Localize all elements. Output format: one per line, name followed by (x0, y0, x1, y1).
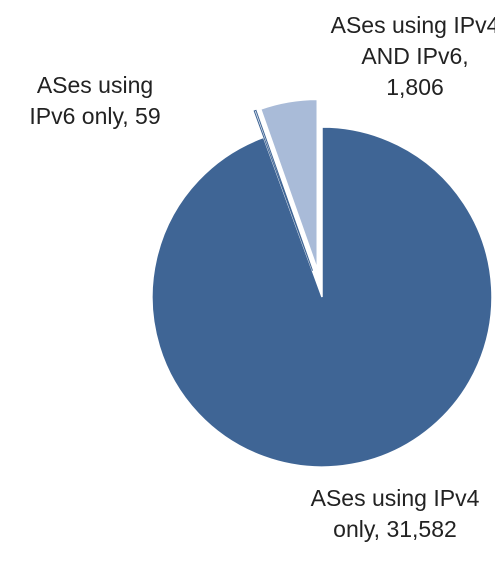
value-label: 1,806 (386, 74, 444, 100)
category-label: ASes using IPv4 AND IPv6, (330, 12, 495, 69)
category-label: ASes using IPv6 only, (29, 72, 154, 129)
slice-label: ASes using IPv6 only, 59 (20, 70, 170, 132)
category-label: ASes using IPv4 only, (310, 485, 480, 542)
value-label: 59 (135, 103, 161, 129)
pie-slice (253, 109, 314, 271)
slice-label: ASes using IPv4 only, 31,582 (305, 483, 485, 545)
pie-slice (259, 98, 319, 270)
value-label: 31,582 (386, 516, 457, 542)
slice-label: ASes using IPv4 AND IPv6, 1,806 (330, 10, 495, 103)
pie-slice (151, 126, 493, 468)
